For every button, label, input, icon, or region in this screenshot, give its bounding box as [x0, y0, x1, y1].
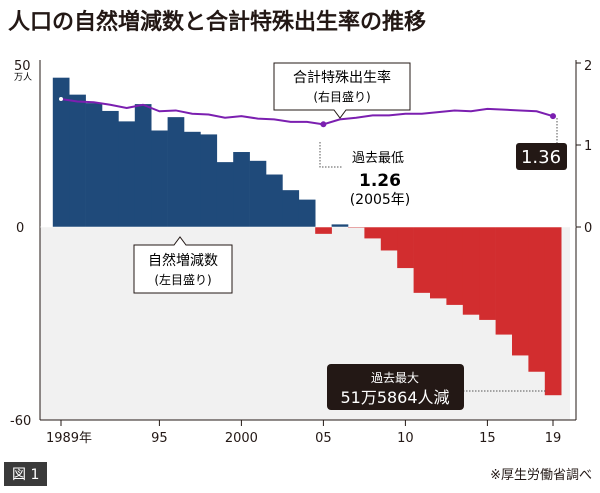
x-tick-label-2015: 15	[479, 431, 496, 446]
bar-2001	[249, 160, 267, 227]
tfr-line	[60, 98, 554, 126]
tfr-point-1989	[59, 97, 63, 102]
x-tick-label-2005: 05	[315, 431, 332, 446]
right-tick-2: 2	[584, 59, 592, 74]
bar-2003	[282, 190, 300, 227]
max-annotation-title: 過去最大	[371, 371, 419, 385]
x-tick-label-1995: 95	[151, 431, 168, 446]
max-badge	[327, 364, 464, 410]
x-tick-label-1989: 1989年	[46, 431, 92, 446]
right-tick-1: 1	[584, 139, 592, 154]
right-tick-0: 0	[584, 221, 592, 236]
bar-1992	[102, 110, 119, 227]
bar-2012	[430, 227, 447, 299]
x-tick-label-2010: 10	[397, 431, 414, 446]
figure-label: 図 1	[4, 462, 48, 486]
bar-1994	[134, 104, 152, 227]
tfr-callout-label: 合計特殊出生率	[293, 69, 391, 86]
left-tick-0: 0	[16, 221, 24, 236]
bar-1998	[200, 134, 218, 227]
bar-1990	[69, 94, 86, 227]
tfr-point-2005	[320, 121, 327, 128]
bar-1991	[85, 103, 103, 227]
tfr-callout-sub: (右目盛り)	[313, 89, 370, 104]
bar-1997	[184, 131, 201, 227]
bar-2008	[364, 227, 382, 239]
bar-2010	[397, 227, 414, 269]
bar-callout-label: 自然増減数	[148, 252, 218, 269]
min-leader-line	[319, 142, 342, 168]
source-note: ※厚生労働省調べ	[490, 468, 592, 483]
last-value-badge	[516, 143, 567, 170]
bar-callout-sub: (左目盛り)	[154, 272, 211, 287]
min-annotation-value: 1.26	[359, 171, 401, 191]
left-tick-50: 50	[14, 59, 31, 74]
min-annotation-title: 過去最低	[352, 151, 404, 166]
bar-1989	[52, 77, 70, 227]
x-tick-label-2000: 2000	[225, 431, 258, 446]
last-value-text: 1.36	[521, 147, 561, 168]
max-annotation-value: 51万5864人減	[340, 388, 449, 407]
left-tick-minus60: -60	[10, 414, 31, 429]
tfr-callout: 合計特殊出生率 (右目盛り)	[273, 62, 411, 119]
bar-2015	[479, 227, 496, 320]
x-tick-label-2019: 19	[545, 431, 562, 446]
bar-2004	[298, 199, 316, 227]
bar-2005	[315, 227, 332, 234]
bar-2000	[233, 152, 250, 227]
bar-2011	[413, 227, 431, 293]
min-annotation-year: (2005年)	[350, 192, 411, 208]
left-axis-unit: 万人	[14, 72, 32, 83]
bar-2016	[495, 227, 513, 335]
bar-2019	[544, 227, 562, 396]
bar-2017	[512, 227, 529, 356]
tfr-point-2019	[550, 113, 556, 120]
bar-2006	[331, 224, 349, 227]
chart-title: 人口の自然増減数と合計特殊出生率の推移	[8, 10, 427, 35]
bar-1996	[167, 117, 185, 227]
bar-2018	[528, 227, 546, 372]
bar-2007	[348, 227, 365, 228]
bar-2013	[446, 227, 464, 305]
bar-2009	[380, 227, 398, 251]
bar-1999	[216, 162, 234, 227]
bar-callout: 自然増減数 (左目盛り)	[133, 236, 233, 294]
bar-2002	[266, 174, 283, 227]
bar-1995	[151, 130, 168, 227]
bar-2014	[462, 227, 480, 315]
bar-1993	[118, 121, 136, 227]
